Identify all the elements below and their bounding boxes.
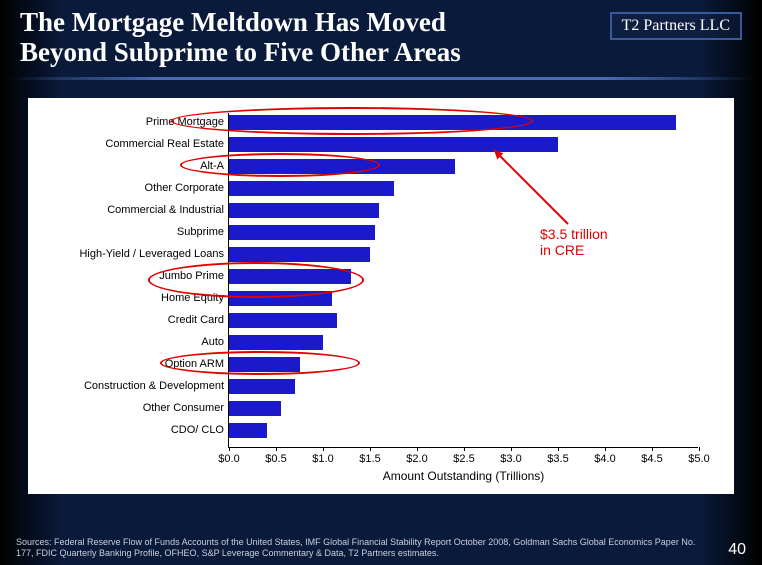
sources-text: Sources: Federal Reserve Flow of Funds A… bbox=[16, 537, 728, 559]
bar-row bbox=[229, 313, 337, 328]
bar-label: Jumbo Prime bbox=[159, 270, 224, 282]
xtick-mark bbox=[323, 447, 324, 451]
bar-label: Auto bbox=[201, 336, 224, 348]
xtick-label: $2.0 bbox=[406, 453, 427, 465]
bar-row bbox=[229, 401, 281, 416]
xtick-label: $4.0 bbox=[594, 453, 615, 465]
bar bbox=[229, 335, 323, 350]
xtick-mark bbox=[370, 447, 371, 451]
bar-label: Alt-A bbox=[200, 160, 224, 172]
bar bbox=[229, 115, 676, 130]
xtick-label: $0.5 bbox=[265, 453, 286, 465]
title-line-2: Beyond Subprime to Five Other Areas bbox=[20, 38, 461, 68]
bar bbox=[229, 203, 379, 218]
xtick-mark bbox=[605, 447, 606, 451]
bar-row bbox=[229, 225, 375, 240]
bar-row bbox=[229, 335, 323, 350]
xtick-label: $3.5 bbox=[547, 453, 568, 465]
page-number: 40 bbox=[728, 540, 746, 559]
bar bbox=[229, 401, 281, 416]
bar-label: Subprime bbox=[177, 226, 224, 238]
bar bbox=[229, 225, 375, 240]
xtick-mark bbox=[511, 447, 512, 451]
xtick-label: $1.0 bbox=[312, 453, 333, 465]
xtick-mark bbox=[464, 447, 465, 451]
bar-label: Other Corporate bbox=[145, 182, 224, 194]
bar-label: Commercial & Industrial bbox=[107, 204, 224, 216]
slide-header: The Mortgage Meltdown Has Moved Beyond S… bbox=[0, 0, 762, 67]
bar-row bbox=[229, 269, 351, 284]
xtick-label: $3.0 bbox=[500, 453, 521, 465]
bar bbox=[229, 247, 370, 262]
bar-label: Construction & Development bbox=[84, 380, 224, 392]
xtick-mark bbox=[699, 447, 700, 451]
chart-container: Prime Mortgage Commercial Real Estate Alt-… bbox=[28, 98, 734, 494]
xtick-mark bbox=[229, 447, 230, 451]
bar-label: Option ARM bbox=[165, 358, 224, 370]
slide-footer: Sources: Federal Reserve Flow of Funds A… bbox=[16, 537, 746, 559]
chart-plot-area: Prime MortgageCommercial Real EstateAlt-… bbox=[228, 113, 698, 448]
bar-row bbox=[229, 159, 455, 174]
x-axis-label: Amount Outstanding (Trillions) bbox=[229, 469, 698, 483]
bar bbox=[229, 357, 300, 372]
bar-row bbox=[229, 181, 394, 196]
bar bbox=[229, 181, 394, 196]
bar-row bbox=[229, 291, 332, 306]
xtick-label: $1.5 bbox=[359, 453, 380, 465]
bar-label: Credit Card bbox=[168, 314, 224, 326]
bar bbox=[229, 269, 351, 284]
bar bbox=[229, 159, 455, 174]
xtick-label: $0.0 bbox=[218, 453, 239, 465]
bar-label: Other Consumer bbox=[143, 402, 224, 414]
bar-row bbox=[229, 137, 558, 152]
bar-row bbox=[229, 203, 379, 218]
bar-row bbox=[229, 423, 267, 438]
slide-title: The Mortgage Meltdown Has Moved Beyond S… bbox=[20, 8, 461, 67]
slide-root: The Mortgage Meltdown Has Moved Beyond S… bbox=[0, 0, 762, 565]
title-line-1: The Mortgage Meltdown Has Moved bbox=[20, 8, 461, 38]
bar bbox=[229, 137, 558, 152]
bar-label: Commercial Real Estate bbox=[105, 138, 224, 150]
company-logo: T2 Partners LLC bbox=[610, 12, 742, 40]
bar-label: Prime Mortgage bbox=[146, 116, 224, 128]
bar-row bbox=[229, 379, 295, 394]
xtick-label: $4.5 bbox=[641, 453, 662, 465]
xtick-label: $2.5 bbox=[453, 453, 474, 465]
callout-line: in CRE bbox=[540, 242, 608, 258]
callout-text: $3.5 trillionin CRE bbox=[540, 226, 608, 258]
bar bbox=[229, 379, 295, 394]
bar bbox=[229, 291, 332, 306]
bar bbox=[229, 423, 267, 438]
bar-label: High-Yield / Leveraged Loans bbox=[79, 248, 224, 260]
bar-row bbox=[229, 115, 676, 130]
xtick-mark bbox=[558, 447, 559, 451]
xtick-mark bbox=[276, 447, 277, 451]
xtick-label: $5.0 bbox=[688, 453, 709, 465]
bar-label: CDO/ CLO bbox=[171, 424, 224, 436]
bar-row bbox=[229, 357, 300, 372]
xtick-mark bbox=[417, 447, 418, 451]
bar-label: Home Equity bbox=[161, 292, 224, 304]
bar bbox=[229, 313, 337, 328]
callout-line: $3.5 trillion bbox=[540, 226, 608, 242]
bar-row bbox=[229, 247, 370, 262]
header-divider bbox=[10, 77, 752, 80]
xtick-mark bbox=[652, 447, 653, 451]
